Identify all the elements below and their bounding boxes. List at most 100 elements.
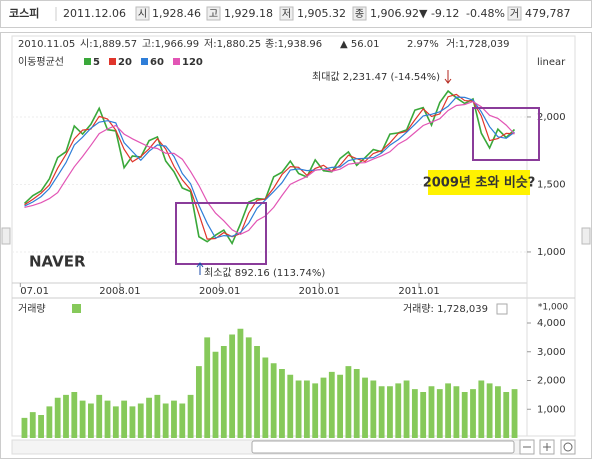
volume-bar xyxy=(129,406,136,438)
volume-bar xyxy=(146,397,152,438)
icon xyxy=(352,6,367,21)
y-tick-label: 1,000 xyxy=(537,247,566,258)
volume-bar xyxy=(195,366,202,438)
y-tick-label: 2,000 xyxy=(537,112,566,123)
x-tick-label: 2008.01 xyxy=(99,286,140,297)
volume-bar xyxy=(96,394,103,438)
volume-bar xyxy=(71,392,78,438)
change: ▼ -9.12 xyxy=(419,7,459,20)
volume-bar xyxy=(362,377,368,438)
scroll-right[interactable] xyxy=(581,227,591,245)
volume-bar xyxy=(204,337,211,438)
volume-bar xyxy=(387,386,393,438)
low-label: 저 xyxy=(282,8,291,20)
icon xyxy=(507,6,522,21)
legend-label: 60 xyxy=(150,57,164,68)
volume-bar xyxy=(88,403,94,438)
legend-title: 이동평균선 xyxy=(18,56,64,68)
volume-unit: *1,000 xyxy=(538,303,569,313)
volume-bar xyxy=(154,394,161,438)
date: 2011.12.06 xyxy=(63,7,126,20)
x-tick-label: 07.01 xyxy=(20,286,49,297)
ma-line xyxy=(24,96,515,239)
volume-bar xyxy=(320,377,327,438)
info-change-pct: 2.97% xyxy=(407,39,439,50)
close-label: 종 xyxy=(355,8,364,20)
highlight-box xyxy=(175,202,267,265)
high-value: 1,929.18 xyxy=(224,7,273,20)
volume-bar xyxy=(370,380,377,438)
close-button[interactable] xyxy=(496,303,508,315)
volume-bar xyxy=(63,394,69,438)
ma-line xyxy=(24,93,515,240)
volume-bar xyxy=(337,374,344,438)
open-value: 1,928.46 xyxy=(152,7,201,20)
ma-line xyxy=(24,100,515,235)
legend-label: 20 xyxy=(118,57,132,68)
volume-bar xyxy=(229,334,236,438)
volume-bar xyxy=(420,392,427,438)
x-tick-label: 2011.01 xyxy=(398,286,439,297)
legend-swatch xyxy=(141,58,148,65)
volume-bar xyxy=(395,383,402,438)
legend-swatch xyxy=(173,58,180,65)
volume-bar xyxy=(287,374,294,438)
scale-label: linear xyxy=(537,57,566,68)
watermark: NAVER xyxy=(29,253,86,271)
volume-bar xyxy=(411,389,418,438)
volume-bar xyxy=(121,400,128,438)
volume-bar xyxy=(445,383,451,438)
icon xyxy=(135,6,150,21)
y-tick-label: 2,000 xyxy=(537,376,566,387)
highlight-box xyxy=(472,107,540,161)
volume-bar xyxy=(436,389,443,438)
ma-line xyxy=(23,89,516,246)
scroll-left[interactable] xyxy=(1,227,11,245)
volume-bar xyxy=(495,386,501,438)
legend-swatch xyxy=(84,58,91,65)
volume-bar xyxy=(486,383,493,438)
volume-bar xyxy=(461,392,468,438)
scroll-thumb[interactable] xyxy=(251,440,515,454)
volume-bar xyxy=(104,400,111,438)
volume-bar xyxy=(262,357,269,438)
volume-bar xyxy=(270,363,277,438)
legend-label: 5 xyxy=(93,57,100,68)
volume-label: 거 xyxy=(510,8,519,20)
volume-bar xyxy=(328,371,335,438)
open-label: 시 xyxy=(138,8,147,20)
volume-bar xyxy=(478,380,485,438)
reset[interactable] xyxy=(560,439,576,455)
top-bar xyxy=(0,0,592,28)
y-tick-label: 3,000 xyxy=(537,347,566,358)
volume-bar xyxy=(312,383,319,438)
y-tick-label: 1,500 xyxy=(537,179,566,190)
info-date: 2010.11.05 xyxy=(18,39,75,50)
volume-bar xyxy=(212,351,219,438)
max-arrow xyxy=(444,70,452,84)
info-close: 종:1,938.96 xyxy=(265,38,322,50)
volume-bar xyxy=(162,403,169,438)
y-tick-label: 1,000 xyxy=(537,404,566,415)
volume-bar xyxy=(179,403,186,438)
volume-bar xyxy=(46,406,53,438)
icon xyxy=(279,6,294,21)
info-volume: 거:1,728,039 xyxy=(446,38,509,50)
info-high: 고:1,966.99 xyxy=(142,39,199,50)
volume-swatch xyxy=(72,304,81,313)
info-change: ▲ 56.01 xyxy=(340,39,380,50)
change-pct: -0.48% xyxy=(466,7,505,20)
x-tick-label: 2010.01 xyxy=(299,286,340,297)
icon xyxy=(206,6,221,21)
volume-bar xyxy=(171,400,177,438)
index-name: 코스피 xyxy=(9,6,39,20)
volume-bar xyxy=(254,346,260,438)
y-tick-label: 4,000 xyxy=(537,318,566,329)
volume-bar xyxy=(29,412,36,438)
volume-bar xyxy=(470,389,476,438)
info-low: 저:1,880.25 xyxy=(204,38,261,50)
note-box xyxy=(428,170,530,195)
legend-label: 120 xyxy=(182,57,203,68)
volume-legend: 거래량: 1,728,039 xyxy=(403,303,488,315)
